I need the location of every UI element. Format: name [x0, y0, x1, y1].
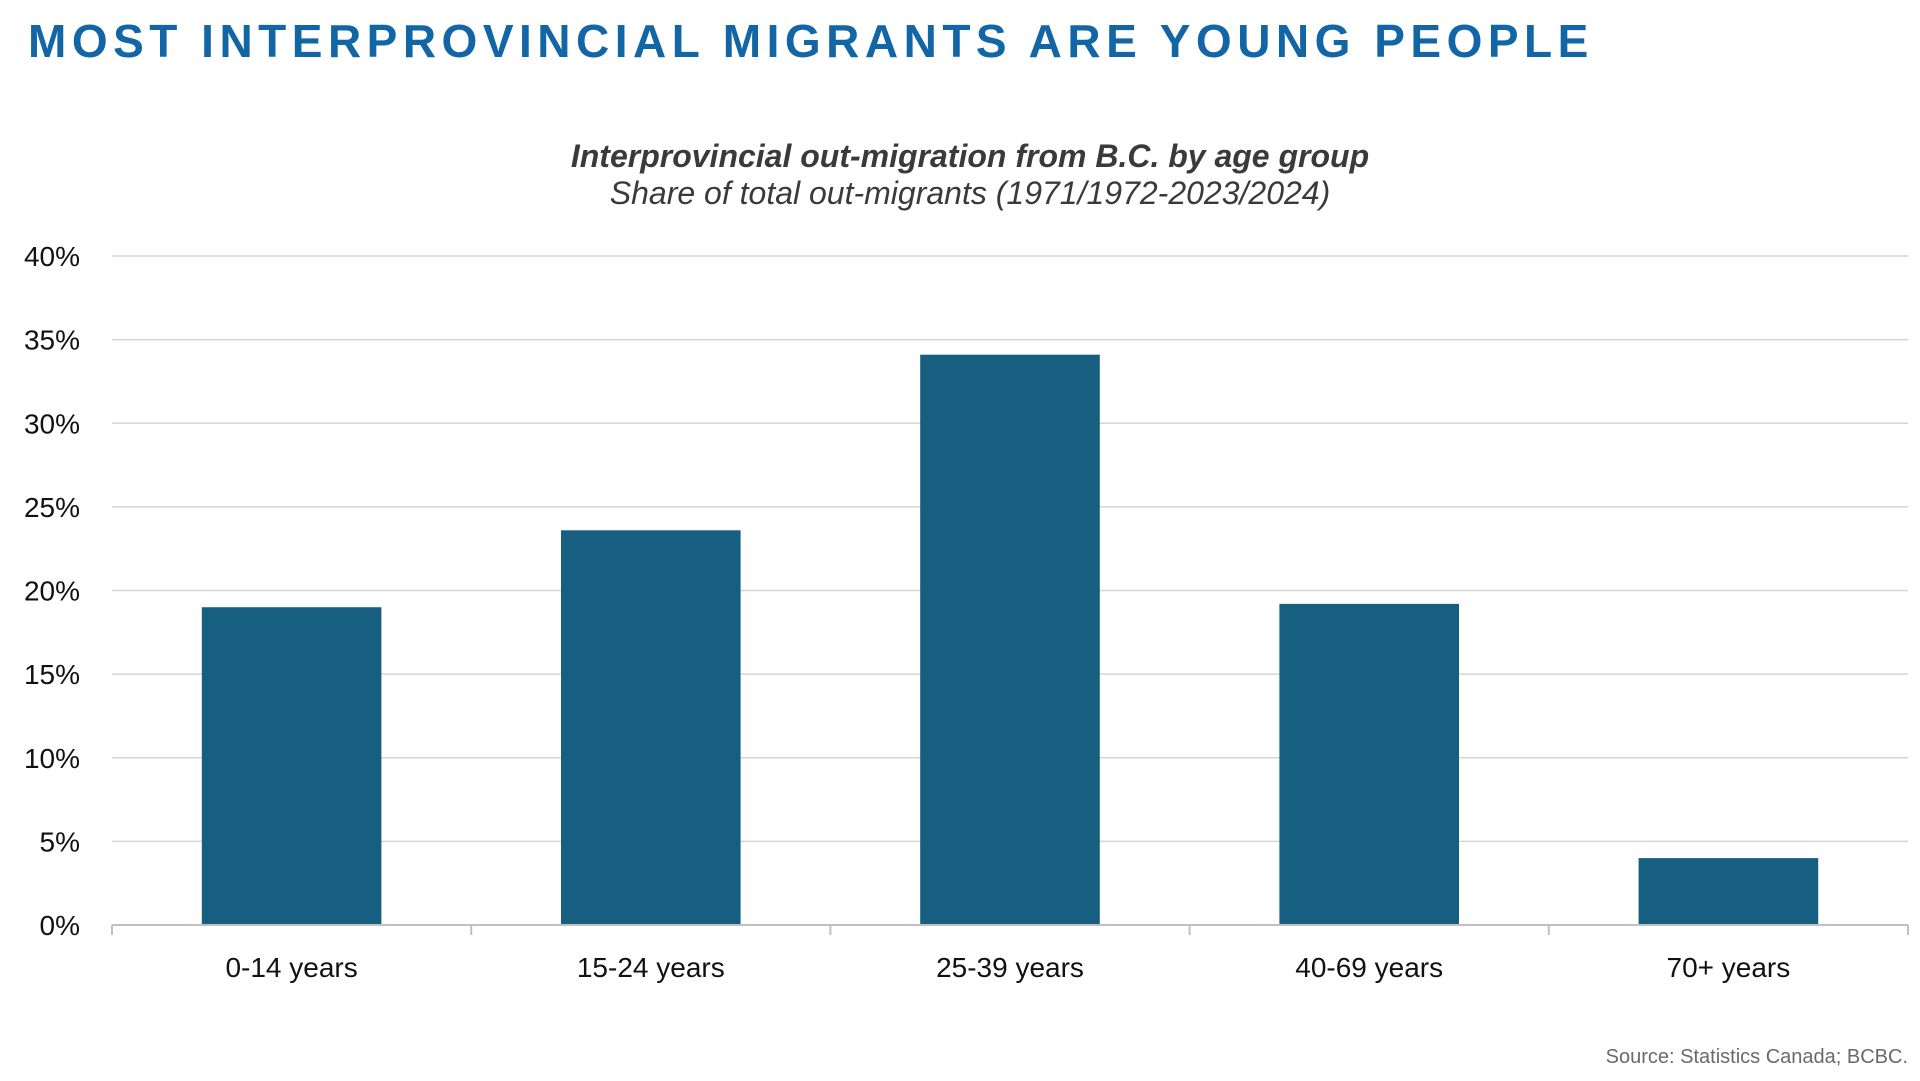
bar-25-39-years	[920, 354, 1100, 925]
bar-70-years	[1638, 858, 1819, 925]
y-tick-label: 15%	[24, 659, 80, 690]
bar-15-24-years	[561, 530, 741, 925]
y-tick-label: 20%	[24, 576, 80, 607]
x-axis	[111, 924, 1909, 935]
chart-title: Interprovincial out-migration from B.C. …	[570, 138, 1370, 174]
bar-40-69-years	[1279, 603, 1459, 925]
y-tick-label: 0%	[40, 910, 80, 941]
x-axis-tick-labels: 0-14 years 15-24 years 25-39 years 40-69 ye…	[225, 952, 1790, 983]
x-tick-label: 40-69 years	[1295, 952, 1443, 983]
y-tick-label: 30%	[24, 408, 80, 439]
y-tick-label: 10%	[24, 743, 80, 774]
y-tick-label: 25%	[24, 492, 80, 523]
bar-0-14-years	[201, 607, 382, 925]
y-tick-label: 40%	[24, 241, 80, 272]
x-tick-label: 0-14 years	[225, 952, 357, 983]
y-axis-tick-labels: 0% 5% 10% 15% 20% 25% 30% 35% 40%	[24, 241, 80, 941]
source-note: Source: Statistics Canada; BCBC.	[1605, 1046, 1908, 1068]
page-headline: MOST INTERPROVINCIAL MIGRANTS ARE YOUNG …	[28, 15, 1594, 67]
chart-subtitle: Share of total out-migrants (1971/1972-2…	[609, 175, 1331, 211]
x-tick-label: 25-39 years	[936, 952, 1084, 983]
x-tick-label: 15-24 years	[577, 952, 725, 983]
y-tick-label: 35%	[24, 325, 80, 356]
y-tick-label: 5%	[40, 826, 80, 857]
x-tick-label: 70+ years	[1667, 952, 1791, 983]
bars	[201, 354, 1819, 925]
